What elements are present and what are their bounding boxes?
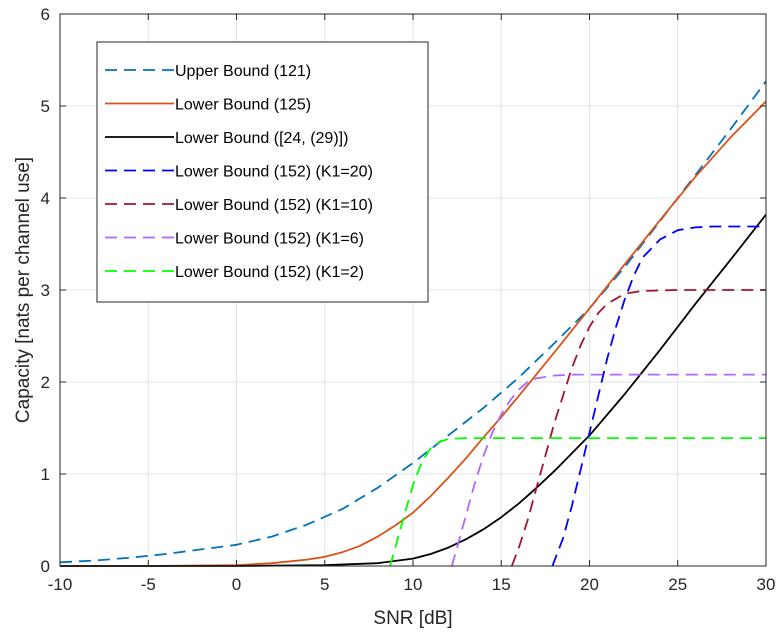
x-axis-label: SNR [dB] bbox=[373, 608, 452, 629]
plot-lines bbox=[59, 80, 767, 567]
legend-box bbox=[96, 41, 429, 303]
series-line-0 bbox=[59, 80, 767, 564]
x-tick-label: 5 bbox=[320, 575, 329, 594]
y-tick-label: 5 bbox=[41, 97, 50, 116]
series-line-1 bbox=[60, 100, 767, 567]
legend: Upper Bound (121) Lower Bound (125) Lower … bbox=[96, 41, 429, 303]
legend-entry-label: Lower Bound (125) bbox=[175, 97, 311, 114]
x-tick-label: 30 bbox=[757, 575, 776, 594]
x-tick-label: -10 bbox=[48, 575, 73, 594]
x-tick-label: -5 bbox=[141, 575, 156, 594]
x-tick-label: 0 bbox=[232, 575, 241, 594]
x-tick-label: 10 bbox=[404, 575, 423, 594]
x-tick-label: 15 bbox=[492, 575, 511, 594]
x-tick-label: 25 bbox=[668, 575, 687, 594]
y-tick-label: 6 bbox=[41, 5, 50, 24]
legend-entry-label: Lower Bound (152) (K1=6) bbox=[175, 231, 364, 248]
legend-entry-label: Lower Bound ([24, (29)]) bbox=[175, 130, 348, 147]
series-line-4 bbox=[510, 289, 766, 567]
series-line-2 bbox=[60, 214, 767, 567]
axis-ticks: -10 -5 0 5 10 15 20 25 30 0 1 2 3 4 5 6 bbox=[41, 5, 776, 594]
y-axis-label: Capacity [nats per channel use] bbox=[13, 157, 34, 423]
legend-entry-label: Upper Bound (121) bbox=[175, 63, 311, 80]
legend-entry-label: Lower Bound (152) (K1=20) bbox=[175, 164, 373, 181]
series-line-3 bbox=[551, 225, 766, 567]
y-tick-label: 1 bbox=[41, 465, 50, 484]
x-tick-label: 20 bbox=[580, 575, 599, 594]
series-line-6 bbox=[389, 437, 766, 567]
series-line-5 bbox=[450, 373, 766, 567]
legend-entry-label: Lower Bound (152) (K1=10) bbox=[175, 197, 373, 214]
y-tick-label: 2 bbox=[41, 373, 50, 392]
y-tick-label: 3 bbox=[41, 281, 50, 300]
y-tick-label: 4 bbox=[41, 189, 50, 208]
y-tick-label: 0 bbox=[41, 557, 50, 576]
legend-entry-label: Lower Bound (152) (K1=2) bbox=[175, 264, 364, 281]
